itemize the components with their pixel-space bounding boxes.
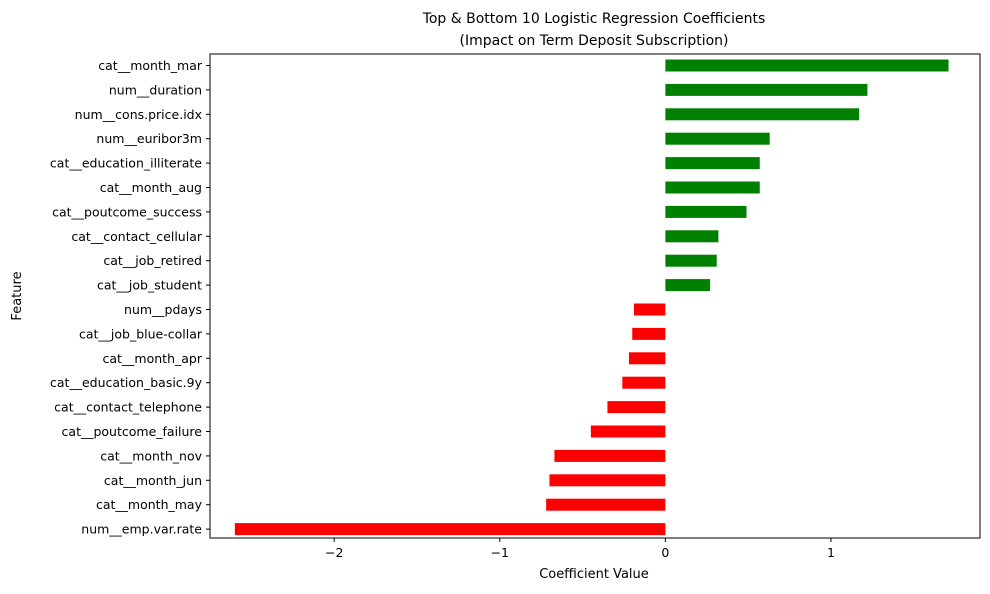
bar-cat-poutcome-failure <box>590 425 666 438</box>
chart-subtitle: (Impact on Term Deposit Subscription) <box>459 33 728 49</box>
y-tick-label: cat__job_student <box>97 278 202 293</box>
x-axis-ticks: −2 −1 0 1 <box>325 538 835 560</box>
bar-cat-job-blue-collar <box>632 327 666 340</box>
y-tick-label: num__cons.price.idx <box>75 107 202 122</box>
bar-cat-month-aug <box>665 181 760 194</box>
y-tick-label: num__euribor3m <box>96 131 202 146</box>
bar-cat-month-may <box>546 498 666 511</box>
y-tick-label: cat__month_jun <box>104 473 202 488</box>
bar-cat-contact-cellular <box>665 230 719 243</box>
y-tick-label: cat__month_apr <box>103 351 203 366</box>
x-tick-label: −2 <box>325 545 343 560</box>
y-tick-label: cat__contact_telephone <box>54 400 202 415</box>
bar-cat-job-retired <box>665 254 717 267</box>
bar-cat-month-mar <box>665 59 949 72</box>
bar-cat-job-student <box>665 279 711 292</box>
x-axis-label: Coefficient Value <box>539 567 649 582</box>
y-tick-label: cat__contact_cellular <box>71 229 203 244</box>
bar-cat-month-nov <box>554 449 666 462</box>
bar-cat-contact-telephone <box>607 401 666 414</box>
bar-num-duration <box>665 83 868 96</box>
bar-cat-month-jun <box>549 474 666 487</box>
bar-num-cons-price-idx <box>665 108 860 121</box>
plot-area-frame <box>209 53 981 539</box>
x-tick-label: 0 <box>661 545 669 560</box>
bar-cat-month-apr <box>628 352 666 365</box>
y-tick-label: cat__poutcome_success <box>52 204 202 219</box>
bar-num-emp-var-rate <box>234 523 666 536</box>
y-axis-label: Feature <box>10 271 25 320</box>
bar-num-euribor3m <box>665 132 770 145</box>
y-tick-label: cat__month_mar <box>98 58 203 73</box>
y-tick-label: cat__month_nov <box>100 448 202 463</box>
y-tick-label: cat__poutcome_failure <box>62 424 203 439</box>
y-axis-ticks: cat__month_mar num__duration num__cons.pri… <box>50 58 210 537</box>
y-tick-label: cat__job_retired <box>103 253 202 268</box>
bar-cat-poutcome-success <box>665 205 747 218</box>
bar-num-pdays <box>633 303 666 316</box>
bar-cat-education-illiterate <box>665 157 760 170</box>
bar-cat-education-basic-9y <box>622 376 666 389</box>
y-tick-label: cat__education_basic.9y <box>50 375 203 390</box>
y-tick-label: cat__education_illiterate <box>50 156 202 171</box>
y-tick-label: num__duration <box>109 82 202 97</box>
y-tick-label: cat__month_may <box>96 497 203 512</box>
x-tick-label: 1 <box>827 545 835 560</box>
y-tick-label: num__emp.var.rate <box>81 522 202 537</box>
y-tick-label: num__pdays <box>124 302 202 317</box>
y-tick-label: cat__month_aug <box>100 180 202 195</box>
x-tick-label: −1 <box>491 545 509 560</box>
bars-group <box>234 59 949 536</box>
chart-title: Top & Bottom 10 Logistic Regression Coef… <box>422 11 766 27</box>
y-tick-label: cat__job_blue-collar <box>79 326 203 341</box>
